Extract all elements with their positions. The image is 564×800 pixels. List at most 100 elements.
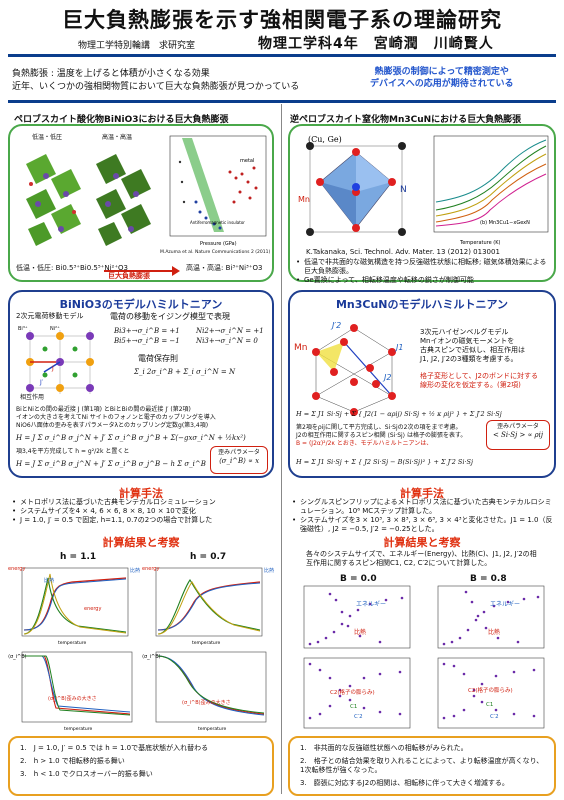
column-divider <box>281 104 282 794</box>
left-conclusion-item: 2. h > 1.0 で相転移的振る舞い <box>20 757 125 765</box>
model-desc-r1: 3次元ハイゼンベルグモデル <box>420 328 509 336</box>
right-conclusion-item: 1. 非共面的な反強磁性状態への相転移がみられた。 <box>300 744 468 752</box>
chart-legend: (b) Mn3Cu1−xGexN <box>480 220 530 226</box>
svg-text:比熱: 比熱 <box>44 577 54 584</box>
left-top-box: 低温・低圧 高温・高温 metal Antiferromagnetic insu… <box>8 124 274 282</box>
model-desc: BiとNiとの間の最近接 J (第1項) とBiとBiの間の最近接 J′ (第2… <box>16 406 272 430</box>
sigma-axis-label: ⟨σ_i^B⟩ <box>8 654 27 660</box>
right-method-list: シングルスピンフリップによるメトロポリス法に基づいた古典モンテカルロシミュレーシ… <box>292 498 554 534</box>
right-results-desc: 各々のシステムサイズで、エネルギー(Energy)、比熱(C)、J1, J2, … <box>306 550 537 567</box>
model-desc-r5: 格子変形として、J2のボンドに対する <box>420 372 538 380</box>
svg-text:temperature: temperature <box>64 726 93 732</box>
j1-label: J1 <box>394 343 403 352</box>
chart-xlabel: Pressure (GPa) <box>200 241 237 247</box>
distortion-box: 歪みパラメータ ⟨σ_i^B⟩ ∝ x <box>210 446 268 474</box>
svg-text:C′2: C′2 <box>490 714 499 720</box>
header-divider <box>8 54 556 57</box>
right-top-box: (Cu, Ge) N Mn (b) Mn3Cu1−xGexN Temperatu… <box>288 124 556 285</box>
left-method-item: メトロポリス法に基づいた古典モンテカルロシミュレーション <box>12 498 274 507</box>
ising-rule-3: Ni2+→σ_i^N = +1 <box>196 327 264 335</box>
distortion-eq: ⟨σ_i^B⟩ ∝ x <box>218 457 260 465</box>
model-desc-r6: 線形の変化を仮定する。(第2項) <box>420 381 521 389</box>
neg-expansion-label: 巨大負熱膨張 <box>108 272 150 280</box>
c1-label-b0: C1 <box>350 704 357 710</box>
ising-rules-ni: Ni2+→σ_i^N = +1 Ni3+→σ_i^N = 0 <box>196 326 264 346</box>
high-temp-structure <box>96 154 151 246</box>
mn-model-label: Mn <box>294 343 307 353</box>
right-intro-bullet: Ge置換によって、相転移温度や転移の鋭さが制御可能 <box>296 276 552 285</box>
distortion-label: 歪みパラメータ <box>218 449 260 456</box>
plot-sigma-h11: ⟨σ_i^B⟩ (σ_i^B)歪みの大きさ temperature <box>8 651 133 732</box>
temperature-label: temperature <box>58 640 87 646</box>
chart-afm-label: Antiferromagnetic insulator <box>190 220 245 225</box>
plot-energy-h11: energy 比熱 比熱 energy temperature <box>8 566 140 646</box>
model-desc2: イオンの大きさを考えてNi サイトのフォノンと電子のカップリングを導入 <box>16 414 216 421</box>
mn3cun-model-box: Mn3CuNのモデルハミルトニアン Mn J′2 J1 J2 3次元ハイゼンベル… <box>288 290 556 478</box>
chart-metal-label: metal <box>240 158 254 164</box>
cuge-label: (Cu, Ge) <box>308 135 342 144</box>
j2p-label: J′2 <box>330 321 341 330</box>
svg-text:energy: energy <box>142 566 159 572</box>
binio3-crystal-figure <box>16 134 156 254</box>
binio3-model-box: BiNiO3のモデルハミルトニアン 2次元電荷移動モデル 電荷の移動をイジング模… <box>8 290 274 478</box>
hamiltonian-r2: H = Σ J1 Si·Sj + Σ { J2 Si·Sj − B(Si·Sj)… <box>296 458 473 466</box>
intro-line1: 負熱膨張 : 温度を上げると体積が小さくなる効果 <box>12 69 210 79</box>
mn-crystal-label: Mn <box>298 195 310 204</box>
ising-rule-1: Bi3+→σ_i^B = +1 <box>114 327 180 335</box>
charge-cons-label: 電荷保存則 <box>138 354 178 363</box>
left-section-title: ペロブスカイト酸化物BiNiO3における巨大負熱膨張 <box>14 115 229 125</box>
left-method-item: システムサイズを4 × 4, 6 × 6, 8 × 8, 10 × 10で変化 <box>12 507 274 516</box>
n-label: N <box>400 185 407 195</box>
high-caption: 高温・高温: Bi³⁺Ni³⁺O3 <box>186 264 263 272</box>
ising-rule-2: Bi5+→σ_i^B = −1 <box>114 337 180 345</box>
mn3cun-model-title: Mn3CuNのモデルハミルトニアン <box>335 298 509 311</box>
svg-text:energy: energy <box>84 606 101 612</box>
model-sub1: 2次元電荷移動モデル <box>16 312 84 320</box>
left-method-title: 計算手法 <box>119 487 163 500</box>
chart-xlabel-r: Temperature (K) <box>459 240 500 246</box>
low-temp-label: 低温・低圧 <box>32 134 63 141</box>
left-conclusion-item: 1. J = 1.0, J′ = 0.5 では h = 1.0で基底状態が入れ替… <box>20 744 209 752</box>
low-temp-structure <box>26 154 81 246</box>
model-desc-r4: J1, J2, J′2の3種類を考慮する。 <box>420 355 518 363</box>
plot-sigma-h07: ⟨σ_i^B⟩ (σ_i^B)歪みの大きさ temperature <box>142 651 267 732</box>
model-desc-r-lattice: 格子変形として、J2のボンドに対する 線形の変化を仮定する。(第2項) <box>420 372 538 390</box>
right-conclusion-box: 1. 非共面的な反強磁性状態への相転移がみられた。 2. 格子との結合効果を取り… <box>288 736 556 796</box>
phase-diagram-figure: metal Antiferromagnetic insulator Pressu… <box>169 135 267 247</box>
distortion-eq-r: < Si·Sj > ∝ ρij <box>492 431 544 439</box>
plot-corr-b0: C2(格子の膨らみ) C1 C′2 <box>303 657 411 729</box>
thermal-expansion-chart: (b) Mn3Cu1−xGexN Temperature (K) <box>433 135 549 246</box>
specific-axis-label: 比熱 <box>130 567 140 574</box>
right-conclusion-list: 1. 非共面的な反強磁性状態への相転移がみられた。 2. 格子との結合効果を取り… <box>300 744 544 788</box>
plot-energy-b8: エネルギー 比熱 <box>437 585 545 649</box>
model-desc-r3: 古典スピンで近似し、相互作用は <box>420 346 525 354</box>
charge-cons-eq: Σ_i 2σ_i^B + Σ_i σ_i^N = N <box>134 368 236 376</box>
intro-divider <box>8 100 556 103</box>
h07-label: h = 0.7 <box>190 552 227 562</box>
j-label: J <box>51 365 54 372</box>
svg-text:temperature: temperature <box>198 726 227 732</box>
energy-label-b0: エネルギー <box>356 601 386 608</box>
left-method-list: メトロポリス法に基づいた古典モンテカルロシミュレーション システムサイズを4 ×… <box>12 498 274 525</box>
binio3-model-title: BiNiO3のモデルハミルトニアン <box>59 298 223 311</box>
svg-text:比熱: 比熱 <box>264 567 274 574</box>
h11-label: h = 1.1 <box>60 552 97 562</box>
svg-text:比熱: 比熱 <box>488 628 500 636</box>
svg-text:C1: C1 <box>486 702 493 708</box>
left-conclusion-box: 1. J = 1.0, J′ = 0.5 では h = 1.0で基底状態が入れ替… <box>8 736 274 796</box>
low-caption: 低温・低圧: Bi0.5³⁺Bi0.5⁵⁺Ni²⁺O3 <box>16 264 128 272</box>
right-ref: K.Takanaka, Sci. Technol. Adv. Mater. 13… <box>306 248 500 256</box>
right-method-item: システムサイズを3 × 10³, 3 × 8³, 3 × 6³, 3 × 4³と… <box>292 516 554 534</box>
mn3cun-crystal-figure: (Cu, Ge) N Mn <box>298 135 407 236</box>
ising-rule-4: Ni3+→σ_i^N = 0 <box>196 337 258 345</box>
hamiltonian-1: H = J Σ σ_i^B σ_j^N + J′ Σ σ_i^B σ_j^B +… <box>16 434 246 442</box>
right-intro-bullets: 低温で非共面的な磁気構造を持つ反強磁性状態に相転移; 磁気体積効果による巨大負熱… <box>296 258 552 285</box>
model-desc-r-complete: 第2項をρijに関して平方完成し、Si·Sjの2次の項をまで考慮。 J2の相互作… <box>296 424 478 448</box>
svg-text:Ni²⁺: Ni²⁺ <box>50 326 60 332</box>
distortion-label-r: 歪みパラメータ <box>497 423 539 430</box>
j2-label: J2 <box>382 373 391 382</box>
distortion-box-r: 歪みパラメータ < Si·Sj > ∝ ρij <box>486 420 550 450</box>
c2p-label-b0: C′2 <box>354 714 363 720</box>
c2-label-b0: C2(格子の膨らみ) <box>330 688 375 696</box>
plot-energy-b0: エネルギー 比熱 <box>303 585 411 649</box>
